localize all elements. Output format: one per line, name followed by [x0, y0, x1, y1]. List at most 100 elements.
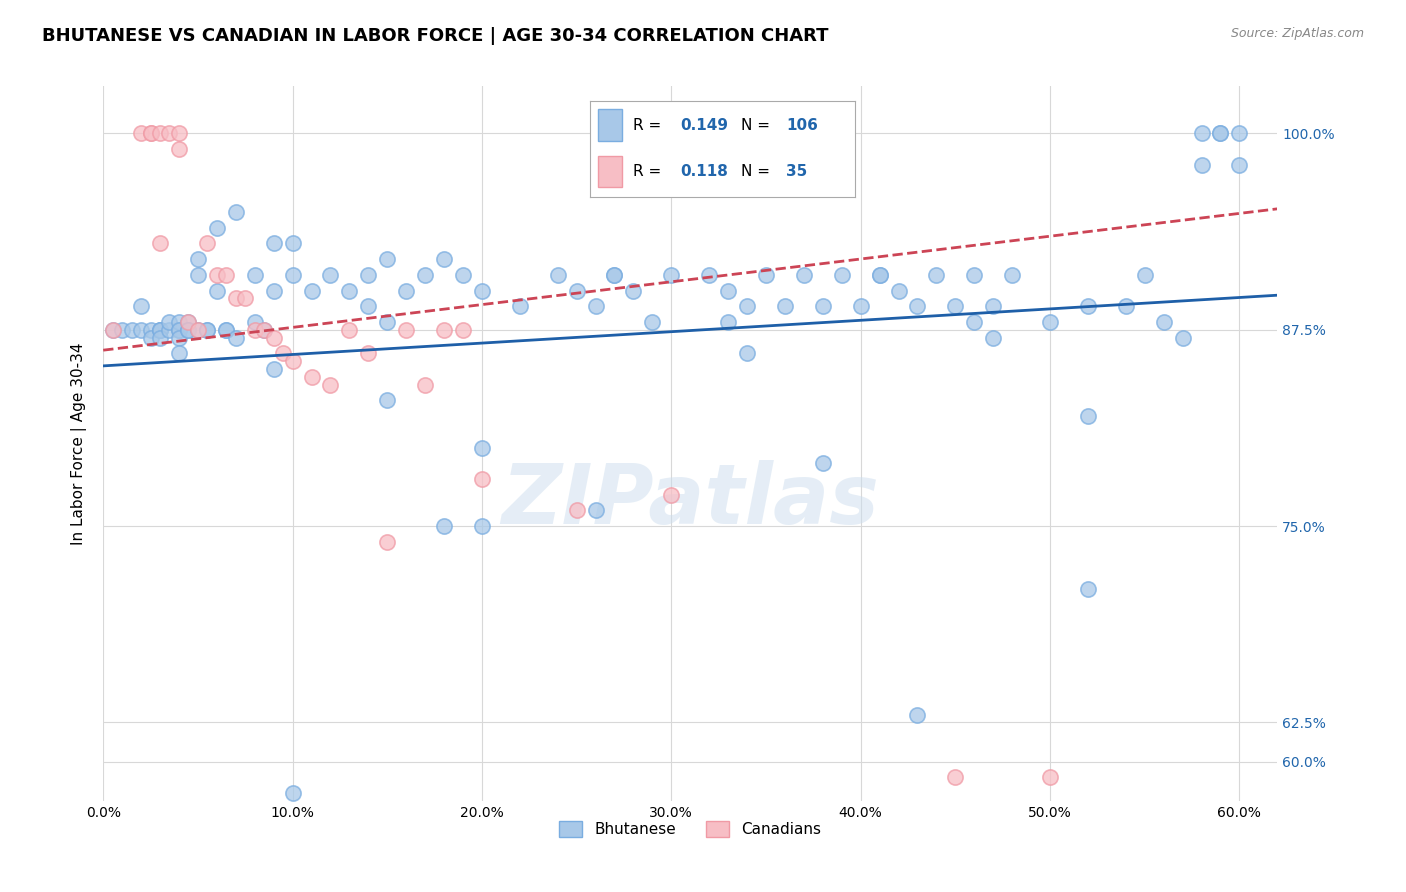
Point — [149, 127, 172, 141]
Point — [565, 503, 588, 517]
Point — [357, 346, 380, 360]
Point — [281, 786, 304, 800]
Point — [225, 330, 247, 344]
Point — [451, 323, 474, 337]
Point — [623, 284, 645, 298]
Point — [159, 315, 181, 329]
Point — [887, 284, 910, 298]
Point — [233, 291, 256, 305]
Point — [1133, 268, 1156, 282]
Point — [585, 299, 607, 313]
Point — [717, 284, 740, 298]
Point — [281, 268, 304, 282]
Point — [215, 268, 238, 282]
Point — [869, 268, 891, 282]
Y-axis label: In Labor Force | Age 30-34: In Labor Force | Age 30-34 — [72, 343, 87, 545]
Point — [907, 299, 929, 313]
Point — [167, 323, 190, 337]
Point — [433, 323, 456, 337]
Point — [263, 284, 285, 298]
Point — [301, 370, 323, 384]
Point — [1209, 127, 1232, 141]
Point — [159, 323, 181, 337]
Point — [243, 268, 266, 282]
Point — [319, 268, 342, 282]
Point — [735, 299, 758, 313]
Point — [375, 252, 398, 266]
Point — [111, 323, 134, 337]
Legend: Bhutanese, Canadians: Bhutanese, Canadians — [553, 815, 828, 843]
Point — [263, 236, 285, 251]
Point — [357, 299, 380, 313]
Point — [139, 323, 162, 337]
Point — [1077, 582, 1099, 596]
Point — [1153, 315, 1175, 329]
Point — [585, 503, 607, 517]
Point — [187, 268, 209, 282]
Point — [263, 362, 285, 376]
Point — [101, 323, 124, 337]
Point — [139, 127, 162, 141]
Point — [149, 330, 172, 344]
Point — [357, 268, 380, 282]
Point — [167, 315, 190, 329]
Point — [177, 323, 200, 337]
Point — [547, 268, 569, 282]
Point — [773, 299, 796, 313]
Point — [187, 252, 209, 266]
Point — [659, 488, 682, 502]
Point — [433, 252, 456, 266]
Point — [735, 346, 758, 360]
Point — [395, 284, 418, 298]
Point — [1191, 158, 1213, 172]
Point — [149, 323, 172, 337]
Point — [1039, 315, 1062, 329]
Point — [271, 346, 294, 360]
Point — [243, 315, 266, 329]
Point — [337, 284, 360, 298]
Point — [943, 299, 966, 313]
Point — [319, 377, 342, 392]
Point — [1171, 330, 1194, 344]
Point — [565, 284, 588, 298]
Point — [471, 441, 494, 455]
Point — [375, 315, 398, 329]
Point — [659, 268, 682, 282]
Point — [907, 707, 929, 722]
Point — [849, 299, 872, 313]
Point — [963, 268, 986, 282]
Point — [641, 315, 664, 329]
Point — [1077, 299, 1099, 313]
Point — [225, 205, 247, 219]
Point — [139, 330, 162, 344]
Point — [755, 268, 778, 282]
Point — [375, 534, 398, 549]
Point — [395, 323, 418, 337]
Point — [811, 299, 834, 313]
Point — [177, 315, 200, 329]
Text: ZIPatlas: ZIPatlas — [502, 460, 879, 541]
Point — [451, 268, 474, 282]
Point — [167, 142, 190, 156]
Point — [1077, 409, 1099, 424]
Point — [195, 323, 218, 337]
Point — [509, 299, 531, 313]
Point — [925, 268, 948, 282]
Point — [167, 323, 190, 337]
Point — [1209, 127, 1232, 141]
Point — [717, 315, 740, 329]
Point — [263, 330, 285, 344]
Point — [187, 323, 209, 337]
Point — [471, 472, 494, 486]
Point — [167, 127, 190, 141]
Point — [603, 268, 626, 282]
Point — [139, 127, 162, 141]
Point — [187, 323, 209, 337]
Point — [1001, 268, 1024, 282]
Point — [281, 354, 304, 368]
Point — [811, 456, 834, 470]
Point — [149, 323, 172, 337]
Point — [167, 330, 190, 344]
Text: BHUTANESE VS CANADIAN IN LABOR FORCE | AGE 30-34 CORRELATION CHART: BHUTANESE VS CANADIAN IN LABOR FORCE | A… — [42, 27, 828, 45]
Point — [981, 299, 1004, 313]
